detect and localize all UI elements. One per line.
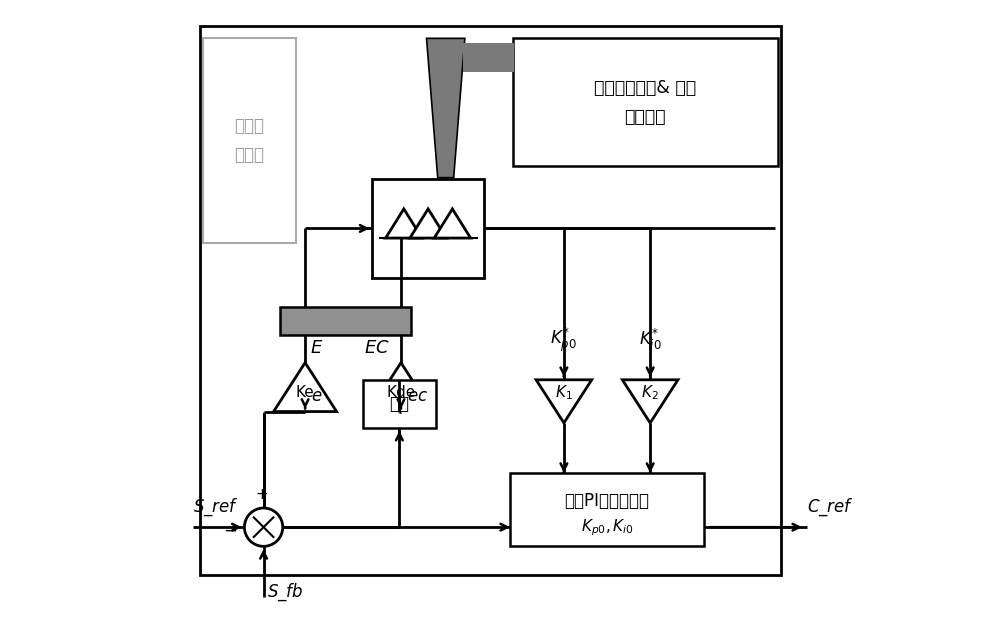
Polygon shape bbox=[536, 380, 592, 423]
Polygon shape bbox=[427, 38, 465, 178]
Bar bbox=[372, 179, 484, 278]
Bar bbox=[513, 38, 778, 166]
Polygon shape bbox=[622, 380, 678, 423]
Text: $S\_ref$: $S\_ref$ bbox=[193, 496, 239, 518]
Text: −: − bbox=[223, 521, 237, 539]
Circle shape bbox=[244, 508, 283, 546]
Text: $K_{p0},K_{i0}$: $K_{p0},K_{i0}$ bbox=[581, 518, 633, 538]
Bar bbox=[200, 26, 781, 575]
Text: $ec$: $ec$ bbox=[407, 387, 428, 405]
Text: 微分: 微分 bbox=[389, 395, 409, 413]
Text: 模糊推
理系统: 模糊推 理系统 bbox=[234, 117, 264, 164]
Polygon shape bbox=[386, 209, 422, 238]
Bar bbox=[203, 38, 296, 243]
Bar bbox=[510, 473, 704, 546]
Text: $E$: $E$ bbox=[310, 339, 323, 357]
Text: $K_1$: $K_1$ bbox=[555, 383, 573, 403]
Bar bbox=[463, 43, 514, 72]
Text: $K_2$: $K_2$ bbox=[641, 383, 659, 403]
Bar bbox=[280, 307, 411, 335]
Text: $K_{p0}^{*}$: $K_{p0}^{*}$ bbox=[550, 325, 577, 354]
Text: 模糊控制规则& 模糊
隶属函数: 模糊控制规则& 模糊 隶属函数 bbox=[594, 79, 696, 126]
Polygon shape bbox=[274, 363, 337, 412]
Text: $EC$: $EC$ bbox=[364, 339, 389, 357]
Text: $K_{i0}^{*}$: $K_{i0}^{*}$ bbox=[639, 327, 662, 352]
Text: +: + bbox=[255, 487, 268, 502]
Bar bbox=[363, 380, 436, 428]
Polygon shape bbox=[369, 363, 432, 412]
Text: Ke: Ke bbox=[296, 385, 314, 401]
Polygon shape bbox=[434, 209, 471, 238]
Text: 传统PI带初始参数: 传统PI带初始参数 bbox=[565, 492, 650, 510]
Polygon shape bbox=[410, 209, 446, 238]
Text: $e$: $e$ bbox=[311, 387, 323, 405]
Text: $S\_fb$: $S\_fb$ bbox=[267, 581, 303, 603]
Text: $C\_ref$: $C\_ref$ bbox=[807, 496, 854, 518]
Text: Kde: Kde bbox=[386, 385, 416, 401]
